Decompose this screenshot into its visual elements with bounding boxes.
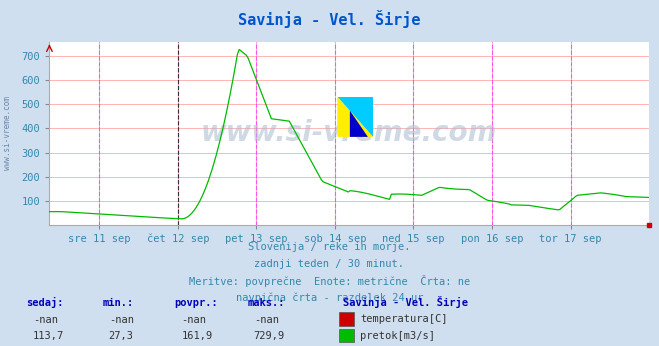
Text: -nan: -nan: [109, 315, 134, 325]
Text: www.si-vreme.com: www.si-vreme.com: [201, 119, 498, 147]
Text: min.:: min.:: [102, 298, 133, 308]
Text: -nan: -nan: [254, 315, 279, 325]
Text: 161,9: 161,9: [181, 331, 212, 342]
Text: sedaj:: sedaj:: [26, 297, 64, 308]
Text: povpr.:: povpr.:: [175, 298, 218, 308]
Text: navpična črta - razdelek 24 ur: navpična črta - razdelek 24 ur: [236, 292, 423, 302]
Text: maks.:: maks.:: [247, 298, 285, 308]
Text: temperatura[C]: temperatura[C]: [360, 315, 448, 324]
Text: pretok[m3/s]: pretok[m3/s]: [360, 331, 436, 341]
Polygon shape: [337, 97, 373, 137]
Text: Savinja - Vel. Širje: Savinja - Vel. Širje: [239, 10, 420, 28]
Text: -nan: -nan: [33, 315, 58, 325]
Text: Meritve: povprečne  Enote: metrične  Črta: ne: Meritve: povprečne Enote: metrične Črta:…: [189, 275, 470, 288]
Text: 729,9: 729,9: [254, 331, 285, 342]
Text: -nan: -nan: [181, 315, 206, 325]
Text: zadnji teden / 30 minut.: zadnji teden / 30 minut.: [254, 259, 405, 269]
Polygon shape: [350, 111, 368, 137]
Text: Savinja - Vel. Širje: Savinja - Vel. Širje: [343, 296, 468, 308]
Text: 27,3: 27,3: [109, 331, 134, 342]
Text: 113,7: 113,7: [33, 331, 64, 342]
Text: Slovenija / reke in morje.: Slovenija / reke in morje.: [248, 242, 411, 252]
Polygon shape: [337, 97, 373, 137]
Text: www.si-vreme.com: www.si-vreme.com: [3, 96, 13, 170]
